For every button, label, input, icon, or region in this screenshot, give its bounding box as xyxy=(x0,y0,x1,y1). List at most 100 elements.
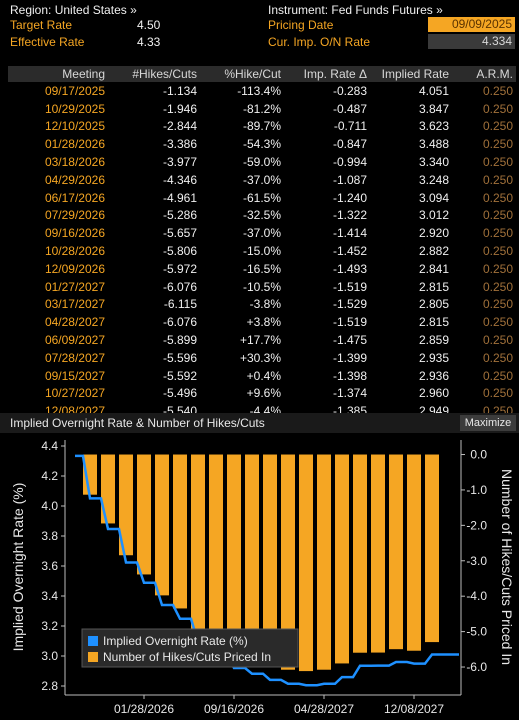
hikes-cuts-bar xyxy=(227,454,241,655)
meeting-date-cell: 09/17/2025 xyxy=(44,83,105,98)
cur-imp-rate-value: 4.334 xyxy=(428,34,515,49)
imp-rate-delta-cell: -1.519 xyxy=(332,279,367,294)
implied-rate-cell: 2.936 xyxy=(418,368,449,383)
table-row[interactable]: 03/17/2027 -6.115 -3.8% -1.529 2.805 0.250 xyxy=(8,296,516,314)
hikes-cuts-cell: -5.806 xyxy=(162,244,197,259)
hikes-cuts-cell: -5.972 xyxy=(162,261,197,276)
meetings-table: Meeting #Hikes/Cuts %Hike/Cut Imp. Rate … xyxy=(8,66,516,438)
implied-rate-cell: 2.960 xyxy=(418,386,449,401)
table-row[interactable]: 01/28/2026 -3.386 -54.3% -0.847 3.488 0.250 xyxy=(8,135,516,153)
hikes-cuts-bar xyxy=(101,454,115,524)
table-row[interactable]: 07/28/2027 -5.596 +30.3% -1.399 2.935 0.250 xyxy=(8,349,516,367)
table-row[interactable]: 10/27/2027 -5.496 +9.6% -1.374 2.960 0.250 xyxy=(8,385,516,403)
pct-hike-cut-cell: -15.0% xyxy=(242,244,281,259)
hikes-cuts-bar xyxy=(209,454,223,642)
implied-rate-cell: 2.920 xyxy=(418,226,449,241)
table-row[interactable]: 06/09/2027 -5.899 +17.7% -1.475 2.859 0.250 xyxy=(8,331,516,349)
pct-hike-cut-cell: +30.3% xyxy=(239,350,281,365)
meeting-date-cell: 06/17/2026 xyxy=(44,190,105,205)
hikes-cuts-cell: -5.496 xyxy=(162,386,197,401)
target-rate-label: Target Rate xyxy=(10,18,73,32)
col-header-meeting[interactable]: Meeting xyxy=(8,66,108,82)
imp-rate-delta-cell: -0.487 xyxy=(332,101,367,116)
table-row[interactable]: 03/18/2026 -3.977 -59.0% -0.994 3.340 0.250 xyxy=(8,153,516,171)
hikes-cuts-bar xyxy=(245,454,259,661)
pricing-date-input[interactable]: 09/09/2025 xyxy=(428,17,515,32)
meeting-date-cell: 09/16/2026 xyxy=(44,226,105,241)
meeting-date-cell: 10/27/2027 xyxy=(44,386,105,401)
hikes-cuts-cell: -5.286 xyxy=(162,208,197,223)
hikes-cuts-cell: -6.076 xyxy=(162,279,197,294)
pct-hike-cut-cell: +3.8% xyxy=(246,315,281,330)
pct-hike-cut-cell: -32.5% xyxy=(242,208,281,223)
chart-legend: Implied Overnight Rate (%) Number of Hik… xyxy=(81,628,299,668)
implied-rate-cell: 3.847 xyxy=(418,101,449,116)
legend-box xyxy=(81,628,299,668)
meeting-date-cell: 10/29/2025 xyxy=(44,101,105,116)
hikes-cuts-bar xyxy=(425,454,439,643)
hikes-cuts-bar xyxy=(263,454,277,667)
hikes-cuts-bar xyxy=(353,454,367,653)
arm-cell: 0.250 xyxy=(482,101,513,116)
right-axis-ticks: 0.0 -1.0 -2.0 -3.0 -4.0 -5.0 -6.0 xyxy=(461,448,487,674)
table-row[interactable]: 10/29/2025 -1.946 -81.2% -0.487 3.847 0.250 xyxy=(8,100,516,118)
implied-rate-cell: 2.935 xyxy=(418,350,449,365)
table-row[interactable]: 09/17/2025 -1.134 -113.4% -0.283 4.051 0.250 xyxy=(8,82,516,100)
table-row[interactable]: 12/09/2026 -5.972 -16.5% -1.493 2.841 0.250 xyxy=(8,260,516,278)
table-row[interactable]: 09/16/2026 -5.657 -37.0% -1.414 2.920 0.250 xyxy=(8,224,516,242)
col-header-implied-rate[interactable]: Implied Rate xyxy=(370,66,452,82)
meeting-date-cell: 01/28/2026 xyxy=(44,137,105,152)
table-row[interactable]: 07/29/2026 -5.286 -32.5% -1.322 3.012 0.250 xyxy=(8,207,516,225)
right-tick-label: -5.0 xyxy=(466,625,487,639)
arm-cell: 0.250 xyxy=(482,137,513,152)
implied-rate-cell: 3.488 xyxy=(418,137,449,152)
table-row[interactable]: 09/15/2027 -5.592 +0.4% -1.398 2.936 0.250 xyxy=(8,367,516,385)
right-tick-label: 0.0 xyxy=(470,448,487,462)
table-row[interactable]: 01/27/2027 -6.076 -10.5% -1.519 2.815 0.250 xyxy=(8,278,516,296)
implied-rate-cell: 2.815 xyxy=(418,279,449,294)
chart-title-bar xyxy=(0,413,519,433)
hikes-cuts-bar xyxy=(155,454,169,596)
col-header-hikes-cuts[interactable]: #Hikes/Cuts xyxy=(108,66,200,82)
left-tick-label: 3.8 xyxy=(41,529,58,543)
hikes-cuts-cell: -4.346 xyxy=(162,172,197,187)
right-tick-label: -6.0 xyxy=(466,660,487,674)
imp-rate-delta-cell: -1.529 xyxy=(332,297,367,312)
left-tick-label: 4.2 xyxy=(41,469,58,483)
maximize-button[interactable]: Maximize xyxy=(460,415,516,431)
hikes-cuts-bar xyxy=(335,454,349,664)
arm-cell: 0.250 xyxy=(482,368,513,383)
imp-rate-delta-cell: -1.493 xyxy=(332,261,367,276)
imp-rate-delta-cell: -1.322 xyxy=(332,208,367,223)
pct-hike-cut-cell: -89.7% xyxy=(242,119,281,134)
header-panel: Region: United States » Instrument: Fed … xyxy=(0,0,519,56)
arm-cell: 0.250 xyxy=(482,172,513,187)
table-row[interactable]: 10/28/2026 -5.806 -15.0% -1.452 2.882 0.250 xyxy=(8,242,516,260)
arm-cell: 0.250 xyxy=(482,155,513,170)
col-header-imp-rate-delta[interactable]: Imp. Rate Δ xyxy=(284,66,370,82)
hikes-cuts-bar xyxy=(119,454,133,556)
left-tick-label: 4.0 xyxy=(41,499,58,513)
imp-rate-delta-cell: -1.399 xyxy=(332,350,367,365)
pct-hike-cut-cell: -113.4% xyxy=(237,83,281,98)
table-row[interactable]: 12/10/2025 -2.844 -89.7% -0.711 3.623 0.250 xyxy=(8,118,516,136)
right-tick-label: -1.0 xyxy=(466,483,487,497)
meeting-date-cell: 01/27/2027 xyxy=(44,279,105,294)
pct-hike-cut-cell: -3.8% xyxy=(249,297,281,312)
imp-rate-delta-cell: -1.087 xyxy=(332,172,367,187)
table-row[interactable]: 04/28/2027 -6.076 +3.8% -1.519 2.815 0.250 xyxy=(8,313,516,331)
left-tick-label: 3.2 xyxy=(41,619,58,633)
arm-cell: 0.250 xyxy=(482,297,513,312)
implied-rate-cell: 2.805 xyxy=(418,297,449,312)
table-row[interactable]: 04/29/2026 -4.346 -37.0% -1.087 3.248 0.250 xyxy=(8,171,516,189)
col-header-pct-hike-cut[interactable]: %Hike/Cut xyxy=(200,66,284,82)
target-rate-value: 4.50 xyxy=(137,18,161,32)
instrument-selector[interactable]: Instrument: Fed Funds Futures » xyxy=(268,3,443,17)
col-header-arm[interactable]: A.R.M. xyxy=(452,66,516,82)
x-tick-label: 09/16/2026 xyxy=(204,702,264,716)
region-selector[interactable]: Region: United States » xyxy=(10,3,137,17)
table-row[interactable]: 06/17/2026 -4.961 -61.5% -1.240 3.094 0.250 xyxy=(8,189,516,207)
left-tick-label: 2.8 xyxy=(41,679,58,693)
rate-hikes-chart: 4.4 4.2 4.0 3.8 3.6 3.4 3.2 3.0 2.8 0.0 -1.0 -2.0 -… xyxy=(10,439,515,716)
hikes-cuts-bar xyxy=(191,454,205,631)
